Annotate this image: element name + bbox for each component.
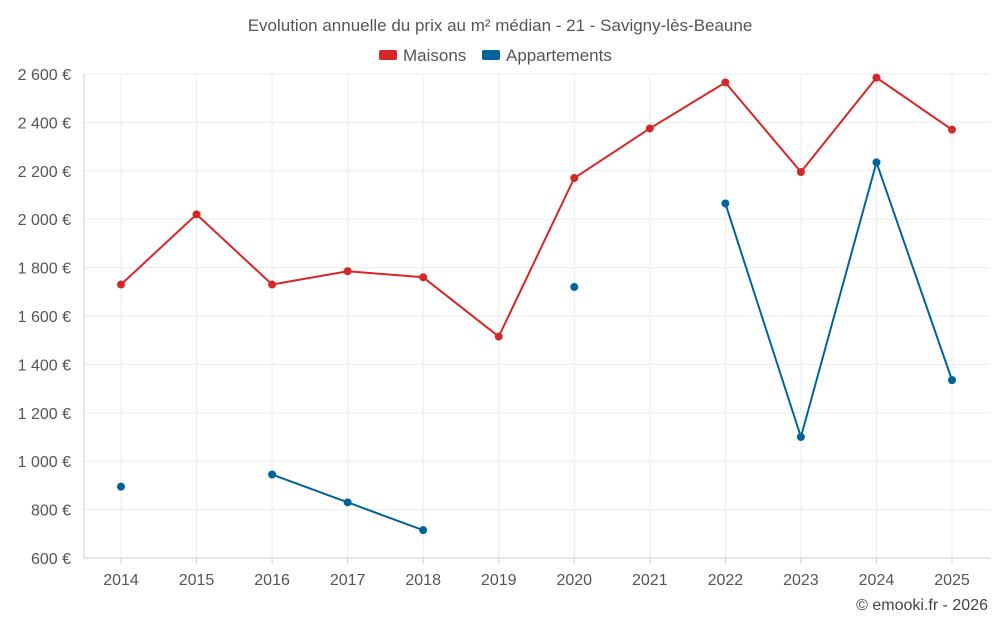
x-tick-label: 2019 — [481, 572, 517, 589]
data-point-maisons[interactable] — [343, 267, 352, 276]
legend-swatch-appartements — [482, 50, 500, 60]
grid-lines — [84, 73, 990, 558]
data-point-maisons[interactable] — [948, 125, 956, 134]
data-point-maisons[interactable] — [117, 280, 125, 289]
legend-label-appartements: Appartements — [506, 46, 612, 65]
series-line-segment — [271, 473, 349, 504]
data-point-maisons[interactable] — [645, 124, 654, 133]
series-line-segment — [648, 81, 727, 130]
y-tick-label: 1 600 € — [18, 309, 71, 326]
series-line-segment — [120, 213, 198, 286]
series-line-segment — [422, 276, 500, 338]
data-series — [117, 73, 956, 535]
legend-item-maisons[interactable]: Maisons — [379, 46, 466, 65]
x-tick-label: 2018 — [405, 572, 441, 589]
y-tick-label: 2 200 € — [18, 164, 71, 181]
data-point-maisons[interactable] — [872, 73, 881, 82]
x-tick-label: 2023 — [783, 572, 819, 589]
series-line-segment — [724, 81, 802, 174]
data-point-maisons[interactable] — [494, 332, 503, 341]
data-point-maisons[interactable] — [570, 174, 579, 183]
x-tick-label: 2025 — [934, 572, 970, 589]
data-point-maisons[interactable] — [796, 168, 805, 177]
x-tick-label: 2017 — [330, 572, 366, 589]
y-tick-label: 1 200 € — [18, 406, 71, 423]
series-appartements — [117, 158, 956, 535]
y-tick-label: 1 800 € — [18, 261, 71, 278]
data-point-maisons[interactable] — [419, 273, 428, 282]
y-tick-label: 1 400 € — [18, 357, 71, 374]
x-tick-label: 2021 — [632, 572, 668, 589]
chart-title: Evolution annuelle du prix au m² médian … — [248, 16, 753, 35]
credit-text: © emooki.fr - 2026 — [856, 597, 988, 614]
data-point-appartements[interactable] — [419, 526, 428, 535]
series-line-segment — [875, 161, 953, 382]
y-tick-label: 2 600 € — [18, 67, 71, 84]
data-point-appartements[interactable] — [343, 498, 352, 507]
legend-swatch-maisons — [379, 50, 397, 60]
series-line-segment — [271, 270, 349, 286]
x-tick-label: 2020 — [556, 572, 592, 589]
chart-legend[interactable]: Maisons Appartements — [379, 46, 612, 65]
series-line-segment — [346, 501, 425, 532]
data-point-appartements[interactable] — [117, 482, 125, 491]
data-point-maisons[interactable] — [268, 280, 277, 289]
series-line-segment — [573, 127, 651, 180]
data-point-appartements[interactable] — [948, 376, 956, 385]
data-point-appartements[interactable] — [796, 433, 805, 441]
series-line-segment — [497, 177, 576, 338]
series-line-segment — [875, 76, 953, 131]
y-tick-label: 800 € — [31, 503, 71, 520]
y-tick-label: 1 000 € — [18, 454, 71, 471]
series-line-segment — [799, 76, 878, 174]
series-line-segment — [799, 161, 878, 438]
legend-item-appartements[interactable]: Appartements — [482, 46, 612, 65]
x-tick-label: 2014 — [103, 572, 139, 589]
series-maisons — [117, 73, 956, 341]
data-point-maisons[interactable] — [721, 78, 730, 87]
data-point-appartements[interactable] — [721, 199, 730, 208]
y-tick-label: 2 000 € — [18, 212, 71, 229]
series-line-segment — [346, 270, 425, 279]
x-tick-label: 2016 — [254, 572, 290, 589]
series-line-segment — [724, 202, 802, 438]
data-point-appartements[interactable] — [268, 470, 277, 479]
x-tick-label: 2022 — [708, 572, 744, 589]
series-line-segment — [195, 213, 274, 286]
data-point-appartements[interactable] — [570, 282, 579, 291]
axes: 600 € 800 € 1 000 € 1 200 € 1 400 € 1 600 € 1 … — [18, 67, 990, 589]
y-tick-label: 600 € — [31, 551, 71, 568]
x-tick-label: 2024 — [859, 572, 895, 589]
data-point-maisons[interactable] — [192, 210, 201, 219]
data-point-appartements[interactable] — [872, 158, 881, 167]
x-tick-label: 2015 — [179, 572, 215, 589]
legend-label-maisons: Maisons — [403, 46, 466, 65]
y-tick-label: 2 400 € — [18, 115, 71, 132]
